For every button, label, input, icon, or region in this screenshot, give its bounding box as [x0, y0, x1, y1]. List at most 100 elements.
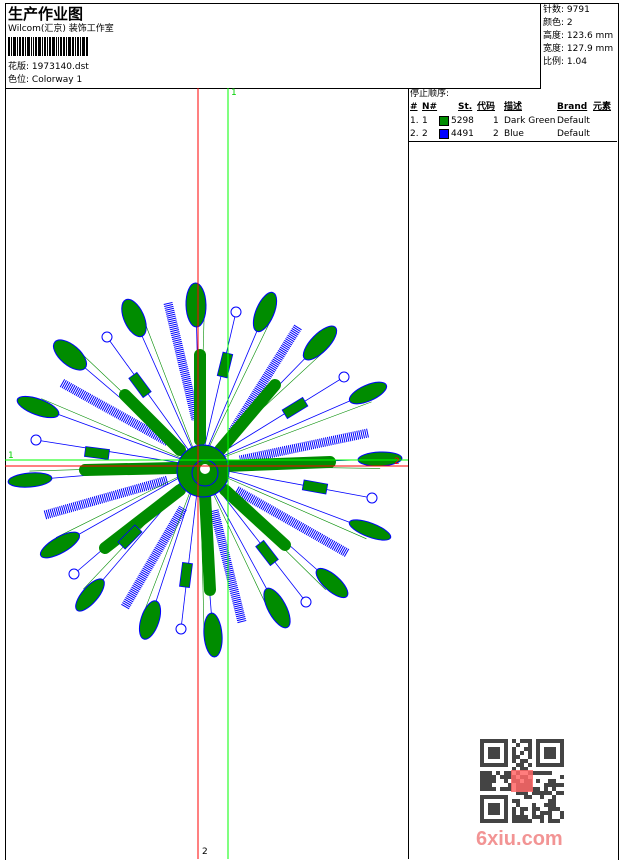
qr-module	[560, 815, 564, 819]
blue-circle	[68, 568, 80, 580]
barcode-bar	[35, 37, 37, 56]
qr-module	[552, 783, 556, 787]
stop-sequence-divider	[408, 141, 617, 142]
qr-module	[524, 739, 528, 743]
qr-module	[524, 819, 528, 823]
circle-stem	[106, 336, 201, 467]
qr-module	[512, 767, 516, 771]
qr-module	[548, 771, 552, 775]
barcode-bar	[86, 37, 88, 56]
qr-module	[544, 771, 548, 775]
blue-circle	[230, 306, 242, 318]
qr-module	[520, 739, 524, 743]
end-marker-bottom: 2	[202, 847, 208, 857]
green-arm	[214, 379, 281, 456]
qr-module	[516, 803, 520, 807]
barcode-bar	[49, 37, 51, 56]
design-scale-label: 比例:	[543, 57, 565, 67]
qr-module	[504, 787, 508, 791]
qr-module	[548, 811, 552, 815]
color-count-value: 2	[566, 18, 573, 28]
qr-module	[532, 807, 536, 811]
stem-line	[199, 401, 372, 467]
qr-module	[548, 783, 552, 787]
qr-module	[512, 819, 516, 823]
green-leaf	[39, 531, 81, 559]
barcode-bar	[25, 37, 26, 56]
qr-module	[520, 767, 524, 771]
green-leaf	[348, 519, 392, 541]
qr-module	[548, 799, 552, 803]
green-leaf	[315, 567, 349, 599]
qr-module	[512, 755, 516, 759]
qr-module	[488, 787, 492, 791]
qr-module	[520, 819, 524, 823]
qr-module	[508, 787, 512, 791]
barcode-bar	[68, 37, 71, 56]
qr-module	[548, 779, 552, 783]
barcode-bar	[47, 37, 48, 56]
qr-module	[548, 815, 552, 819]
green-block	[216, 351, 234, 379]
green-leaf	[203, 612, 223, 658]
blue-satin-column	[233, 486, 350, 557]
row-n: 1	[422, 116, 428, 126]
qr-module	[480, 787, 484, 791]
design-file-value: 1973140.dst	[31, 62, 89, 72]
blue-satin-column	[59, 379, 171, 446]
stem-line	[199, 311, 266, 467]
color-count: 颜色: 2	[543, 18, 573, 29]
qr-module	[556, 807, 560, 811]
qr-module	[492, 779, 496, 783]
qr-module	[480, 779, 484, 783]
green-leaf	[185, 282, 207, 328]
qr-module	[524, 807, 528, 811]
design-scale-value: 1.04	[566, 57, 587, 67]
green-leaf	[138, 600, 162, 640]
qr-module	[516, 763, 520, 767]
qr-module	[532, 803, 536, 807]
qr-module	[548, 791, 552, 795]
outer-frame	[5, 3, 619, 860]
qr-module	[508, 771, 512, 775]
qr-module	[556, 819, 560, 823]
qr-module	[532, 791, 536, 795]
qr-module	[544, 803, 548, 807]
qr-module	[524, 747, 528, 751]
green-leaf	[252, 291, 278, 333]
barcode-bar	[63, 37, 65, 56]
qr-finder	[488, 803, 500, 815]
qr-module	[528, 739, 532, 743]
qr-module	[484, 787, 488, 791]
qr-module	[528, 747, 532, 751]
green-block	[301, 479, 329, 495]
qr-module	[552, 803, 556, 807]
qr-module	[536, 815, 540, 819]
qr-module	[516, 755, 520, 759]
qr-module	[516, 791, 520, 795]
qr-module	[512, 759, 516, 763]
green-arm	[119, 389, 186, 456]
qr-code	[480, 739, 564, 823]
qr-module	[544, 787, 548, 791]
qr-module	[556, 783, 560, 787]
qr-module	[552, 787, 556, 791]
stitch-count: 针数: 9791	[543, 5, 590, 16]
qr-module	[488, 779, 492, 783]
qr-module	[552, 807, 556, 811]
col-header-stitches: St.	[458, 102, 473, 112]
green-leaf	[348, 381, 388, 405]
qr-module	[512, 739, 516, 743]
qr-module	[536, 791, 540, 795]
qr-module	[528, 795, 532, 799]
barcode-bar	[19, 37, 21, 56]
blue-circle	[175, 623, 187, 635]
blue-circle	[338, 371, 350, 383]
start-marker-top: 1	[231, 88, 237, 98]
colorway: 色位: Colorway 1	[8, 75, 82, 86]
barcode-bar	[75, 37, 76, 56]
end-marker-right: 2	[394, 457, 400, 467]
green-leaf	[7, 472, 53, 488]
green-block	[281, 396, 309, 420]
